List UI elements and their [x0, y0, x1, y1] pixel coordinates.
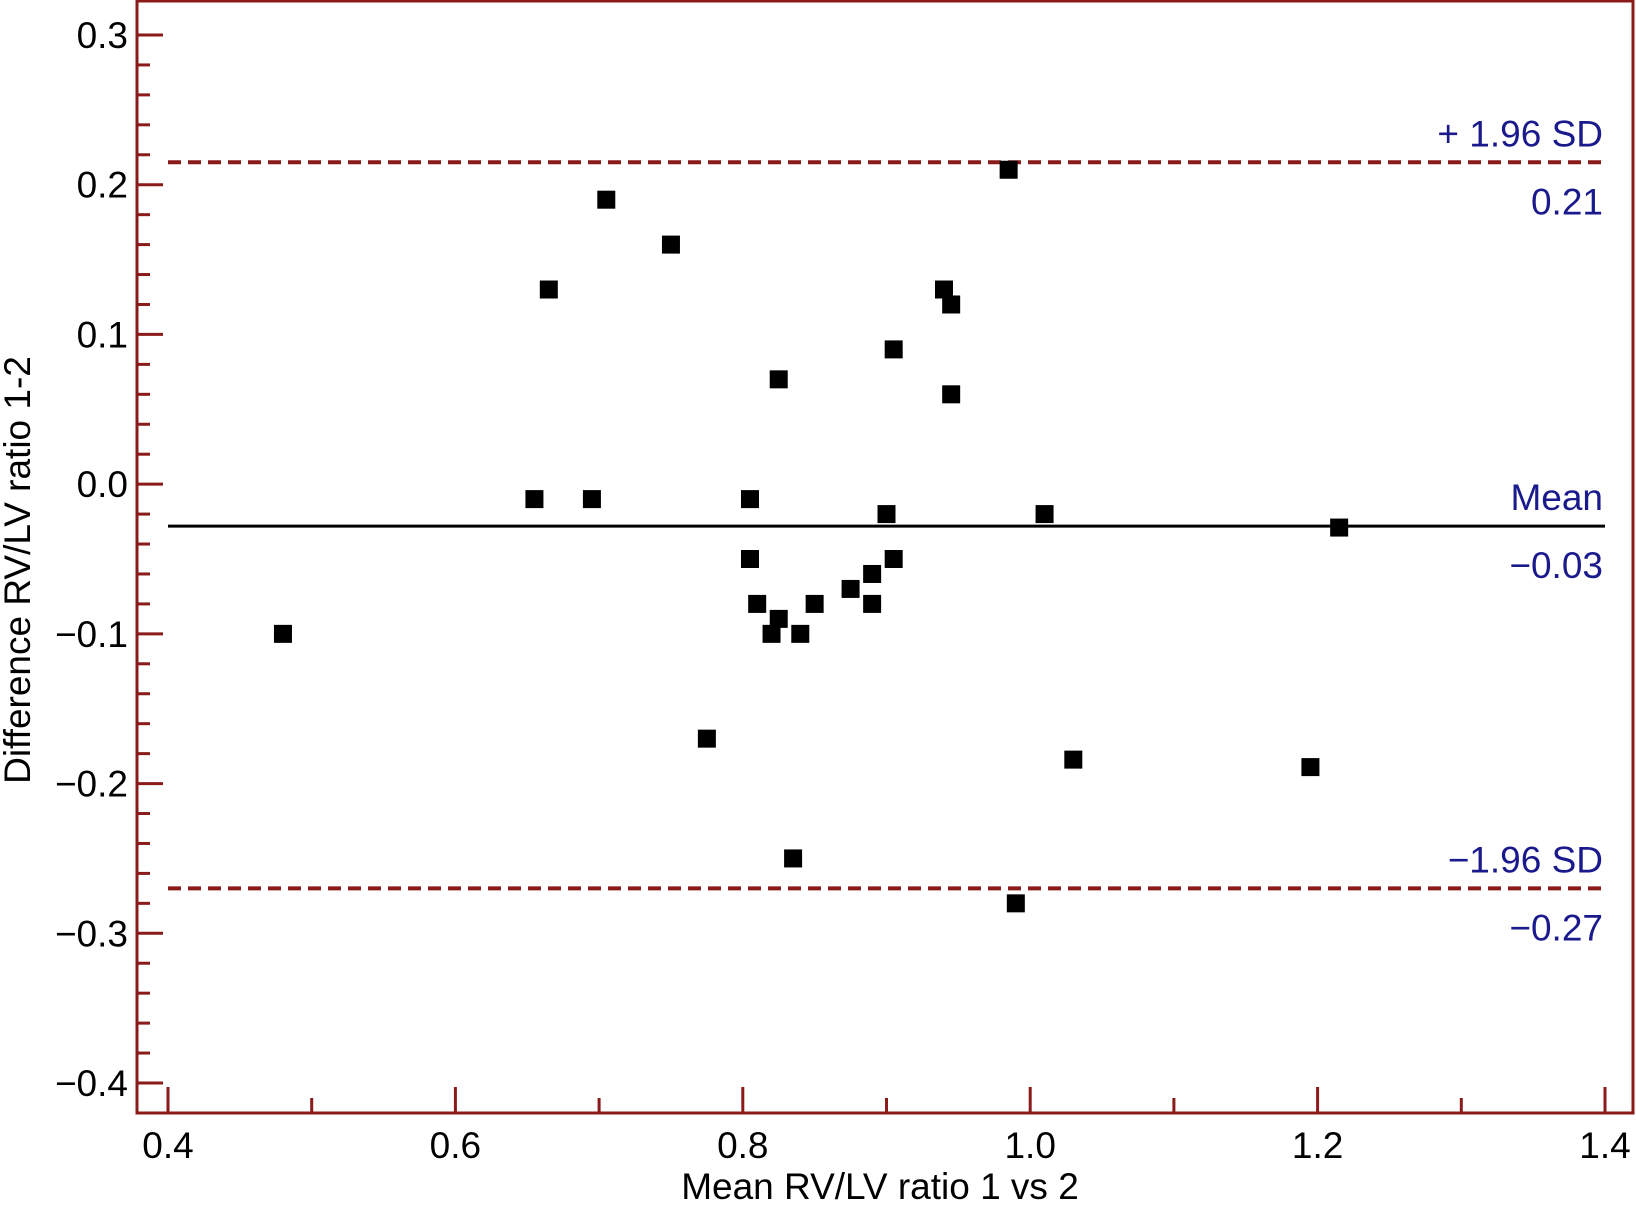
x-tick-label: 1.0 — [1004, 1125, 1055, 1166]
data-point — [740, 550, 759, 568]
x-tick-label: 1.4 — [1579, 1125, 1630, 1166]
data-point — [1330, 518, 1349, 537]
data-point — [539, 280, 558, 299]
x-tick-label: 1.2 — [1292, 1125, 1343, 1166]
data-point — [769, 609, 788, 628]
data-point — [884, 550, 903, 568]
data-point — [525, 490, 544, 509]
data-point — [740, 490, 759, 509]
reference-line-name: + 1.96 SD — [1437, 113, 1603, 154]
x-tick-label: 0.4 — [142, 1125, 193, 1166]
data-point — [697, 729, 716, 748]
y-axis-label: Difference RV/LV ratio 1-2 — [0, 356, 38, 784]
data-point — [884, 340, 903, 359]
data-point — [791, 624, 810, 643]
data-point — [273, 624, 292, 643]
data-point — [934, 280, 953, 299]
data-point — [769, 370, 788, 389]
data-point — [863, 564, 882, 583]
data-point — [1064, 750, 1083, 769]
data-point — [1006, 894, 1025, 913]
y-tick-label: −0.2 — [55, 764, 128, 805]
data-point — [841, 579, 860, 598]
data-point — [784, 849, 803, 868]
data-point — [942, 385, 961, 404]
y-tick-label: 0.0 — [77, 464, 128, 505]
y-tick-label: −0.4 — [55, 1063, 128, 1104]
y-tick-label: 0.1 — [77, 314, 128, 355]
data-points — [273, 160, 1349, 913]
y-tick-label: 0.3 — [77, 15, 128, 56]
data-point — [1301, 758, 1320, 777]
x-tick-label: 0.6 — [430, 1125, 481, 1166]
x-tick-label: 0.8 — [717, 1125, 768, 1166]
data-point — [1035, 505, 1054, 524]
x-axis-label: Mean RV/LV ratio 1 vs 2 — [681, 1166, 1079, 1207]
y-tick-label: −0.1 — [55, 614, 128, 655]
data-point — [582, 490, 601, 509]
data-point — [748, 594, 767, 613]
y-axis: 0.3 0.2 0.1 0.0 −0.1 −0.2 −0.3 −0.4 — [55, 15, 163, 1104]
reference-line-value: 0.21 — [1531, 181, 1603, 222]
data-point — [661, 235, 680, 254]
data-point — [942, 295, 961, 314]
y-tick-label: 0.2 — [77, 165, 128, 206]
y-tick-label: −0.3 — [55, 913, 128, 954]
x-axis: 0.4 0.6 0.8 1.0 1.2 1.4 — [142, 1087, 1631, 1166]
reference-lines: + 1.96 SD 0.21 Mean −0.03 −1.96 SD −0.27 — [168, 113, 1605, 948]
reference-line-value: −0.03 — [1509, 545, 1603, 586]
data-point — [597, 190, 616, 209]
data-point — [877, 505, 896, 524]
reference-line-value: −0.27 — [1509, 907, 1603, 948]
reference-line-name: −1.96 SD — [1448, 839, 1603, 880]
data-point — [999, 160, 1018, 179]
data-point — [805, 594, 824, 613]
reference-line-name: Mean — [1510, 477, 1603, 518]
data-point — [762, 624, 781, 643]
data-point — [863, 594, 882, 613]
